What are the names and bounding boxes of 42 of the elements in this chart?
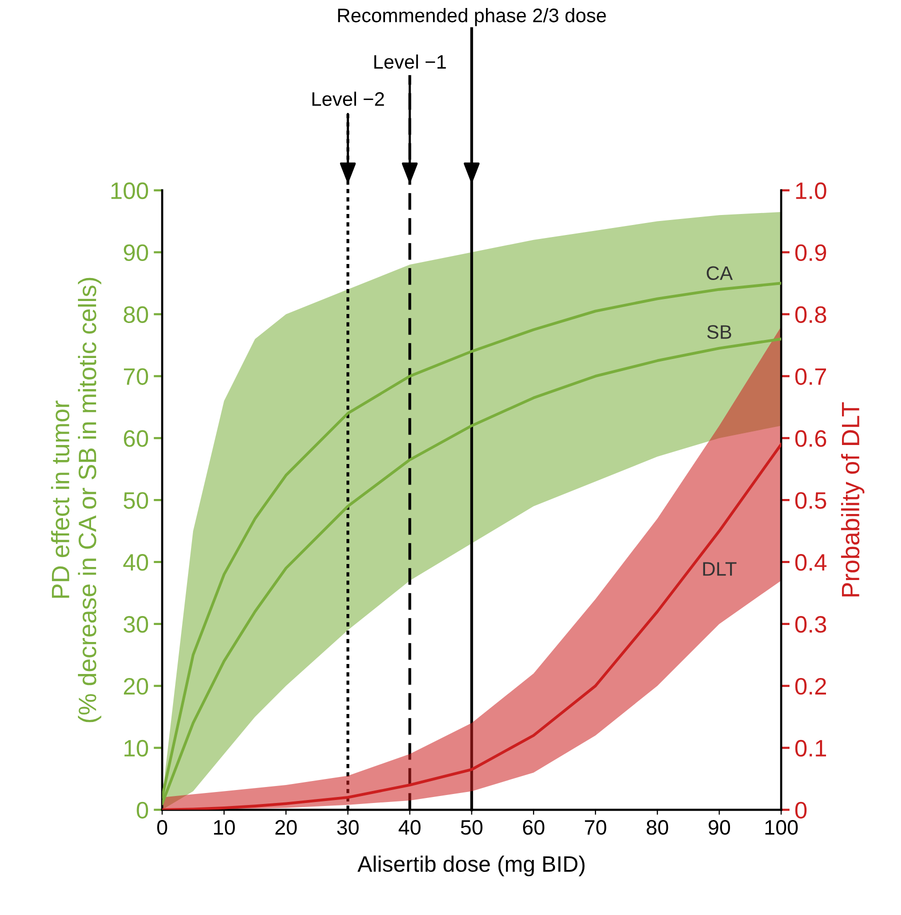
y2-tick-label: 0.2 [795,678,826,695]
ref-line-label: Level −2 [312,92,384,106]
series-label: SB [707,325,732,339]
y2-tick-label: 0.8 [795,306,826,323]
x-tick-label: 50 [460,820,482,835]
x-tick-label: 20 [275,820,297,835]
y-tick-label: 90 [124,244,148,262]
y-tick-label: 100 [111,182,148,200]
x-tick-label: 70 [584,820,606,835]
x-tick-label: 60 [523,820,544,835]
x-tick-label: 30 [337,820,359,835]
y2-tick-label: 0.4 [795,554,826,571]
ref-line-label: Recommended phase 2/3 dose [338,8,606,26]
x-tick-label: 100 [765,820,798,835]
y2-tick-label: 0 [795,802,807,819]
series-label: DLT [703,562,736,576]
y-tick-label: 20 [124,678,148,695]
y2-axis-title: Probability of DLT [841,402,864,596]
x-tick-label: 90 [708,820,730,835]
y2-tick-label: 0.7 [795,368,826,385]
y-tick-label: 70 [124,368,148,385]
y2-tick-label: 0.5 [795,492,826,509]
x-tick-label: 0 [157,820,168,835]
y-tick-label: 40 [123,554,148,571]
y-tick-label: 10 [124,740,148,757]
x-axis-title: Alisertib dose (mg BID) [357,856,585,876]
y2-tick-label: 0.6 [795,430,826,447]
y-tick-label: 30 [124,616,148,633]
y2-tick-label: 0.9 [795,244,826,262]
y-tick-label: 60 [124,430,148,447]
y2-tick-label: 0.1 [795,740,826,757]
series-label: CA [706,266,733,280]
x-tick-label: 10 [214,820,235,835]
ref-line-label: Level −1 [374,54,446,69]
y2-tick-label: 0.3 [795,616,826,633]
y2-tick-label: 1.0 [796,182,826,200]
y-tick-label: 0 [136,802,148,819]
x-tick-label: 40 [398,820,421,835]
y-axis-title: PD effect in tumor (% decrease in CA or SB in mitotic cells) [51,278,102,722]
y-tick-label: 50 [124,492,148,509]
y-tick-label: 80 [124,306,148,323]
x-tick-label: 80 [646,820,668,835]
